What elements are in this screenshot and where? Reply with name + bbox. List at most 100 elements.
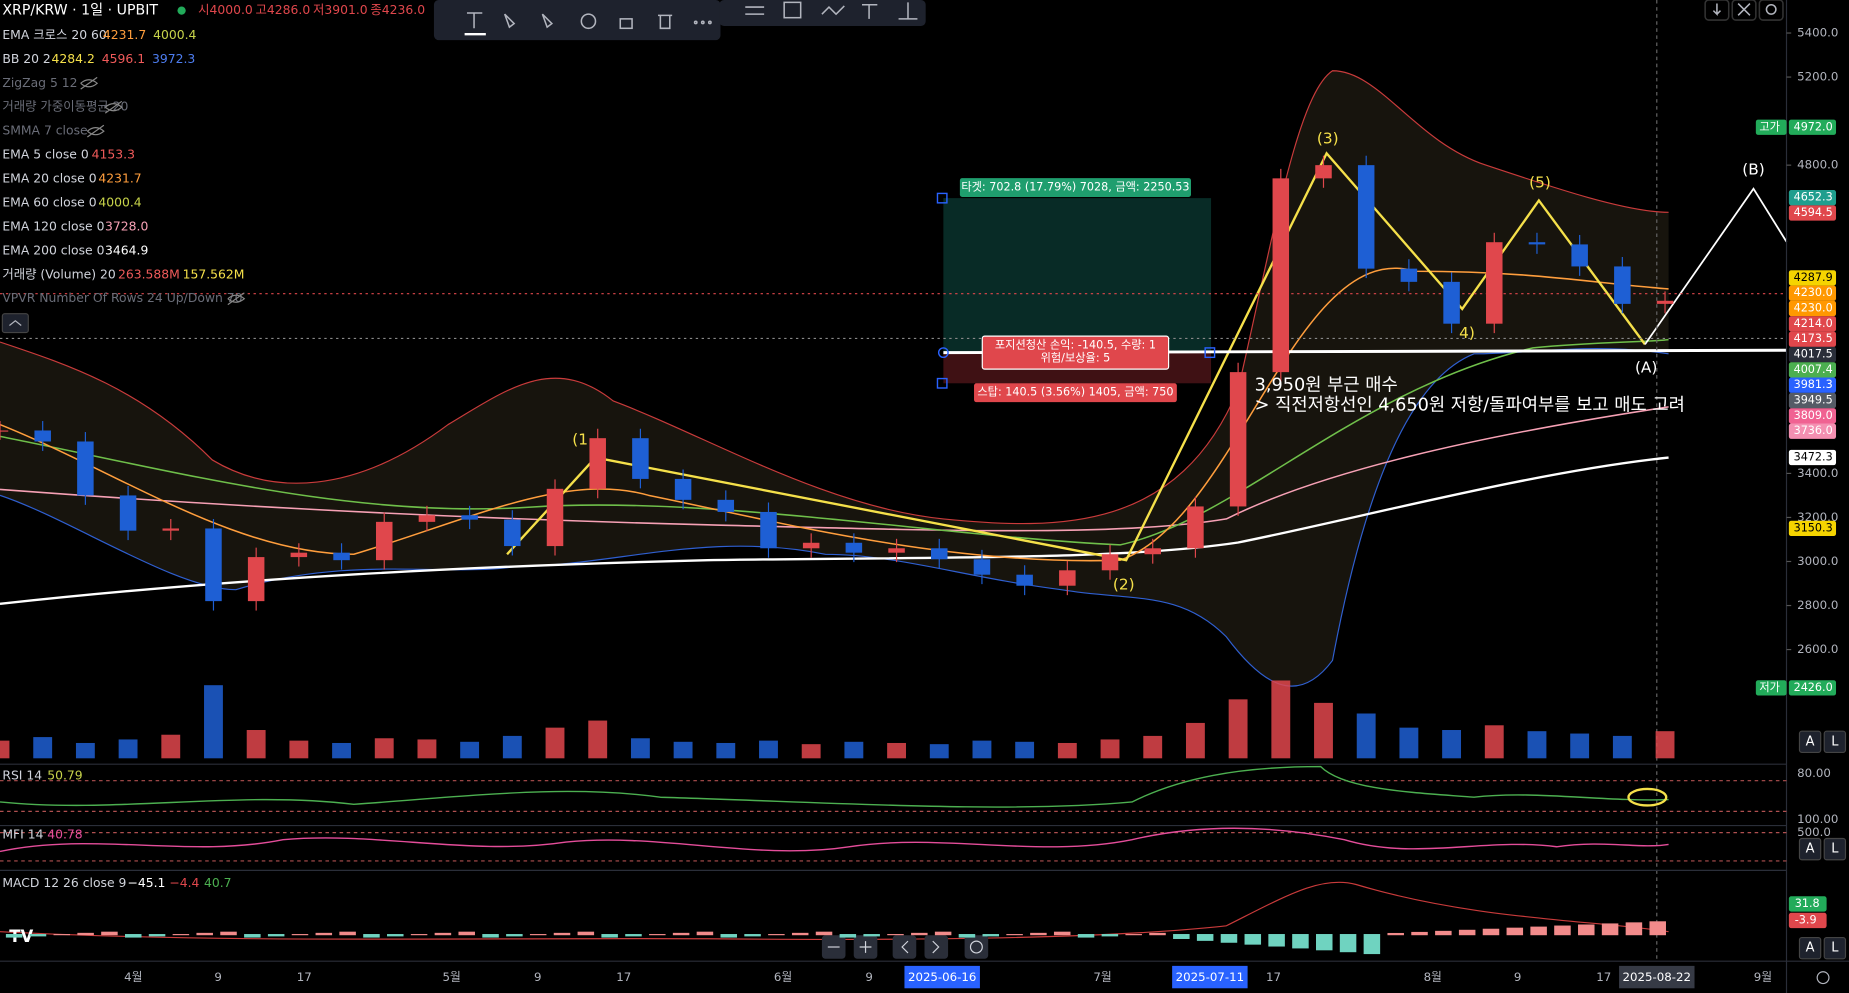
price-label-box (1788, 392, 1837, 409)
volume-bar (1143, 735, 1163, 759)
volume-bar (1015, 741, 1035, 759)
bb-upper (0, 70, 1669, 525)
pane-button[interactable] (1798, 936, 1822, 960)
macd-hist (124, 934, 142, 938)
pane-box (1788, 896, 1827, 912)
candle (205, 528, 222, 602)
volume-bar (887, 742, 906, 759)
price-label-box (1788, 408, 1837, 424)
macd-hist (1292, 934, 1309, 949)
price-tick-label: 3400.0 (1797, 466, 1838, 480)
macd-hist (196, 932, 213, 936)
legend-value: 4231.7 (103, 28, 146, 42)
volume-bar (1100, 739, 1120, 759)
volume-bar (1612, 735, 1632, 759)
macd-hist (458, 931, 475, 936)
macd-hist (649, 934, 666, 936)
volume-bar (502, 735, 522, 759)
time-label: 2025-06-16 (908, 970, 976, 984)
macd-hist (720, 934, 738, 938)
pane-button[interactable] (1823, 730, 1847, 754)
hidden-eye (104, 100, 123, 114)
ema-120 (0, 406, 1669, 532)
price-tick-label: 3200.0 (1797, 510, 1838, 524)
macd-hist (1173, 934, 1190, 939)
window-buttons[interactable] (1704, 0, 1784, 21)
volume-bar (1356, 713, 1376, 759)
collapse-legend[interactable] (1, 313, 29, 334)
volume-bar (673, 741, 693, 759)
time-label: 17 (616, 970, 631, 984)
volume-bar (929, 744, 949, 759)
mfi-line (0, 827, 1669, 853)
volume-bar (630, 738, 650, 759)
macd-hist (1006, 934, 1023, 936)
pane-button[interactable] (1798, 837, 1822, 861)
pane-button[interactable] (1798, 730, 1822, 754)
settings-icon[interactable] (1816, 971, 1830, 985)
candle (1187, 506, 1204, 549)
pane-button[interactable] (1823, 837, 1847, 861)
price-label: 2426.0 (1794, 681, 1833, 694)
macd-hist (1458, 929, 1476, 936)
candle (1101, 554, 1119, 571)
macd-hist (1625, 922, 1643, 936)
pane-value: −4.4 (169, 876, 199, 890)
price-label-box (1788, 190, 1837, 206)
candle (717, 499, 735, 512)
candle (1272, 178, 1290, 373)
drawing-toolbar[interactable] (433, 0, 721, 41)
candle (247, 557, 265, 602)
price-label-box (1788, 270, 1837, 286)
volume-bar (204, 685, 223, 759)
legend-value: 4153.3 (92, 148, 135, 162)
ohlc-value: 저3901.0 (313, 3, 368, 17)
candle (333, 552, 350, 561)
bb-lower (0, 347, 1669, 687)
macd-hist (339, 931, 356, 936)
volume-bar (1655, 731, 1675, 759)
handles (936, 192, 1216, 389)
stop-label: 스탑: 140.5 (3.56%) 1405, 금액: 750 (977, 386, 1173, 399)
legend-value: 4284.2 (52, 52, 95, 66)
target-label: 타겟: 702.8 (17.79%) 7028, 금액: 2250.53 (961, 181, 1189, 194)
pane-button[interactable] (1823, 936, 1847, 960)
pane-button-label: A (1806, 734, 1815, 749)
price-label-box (1788, 205, 1837, 221)
legend-value: 263.588M (118, 267, 180, 281)
time-label: 9 (865, 970, 872, 984)
ohlc-value: 시4000.0 (198, 3, 253, 17)
price-label: 3150.3 (1794, 521, 1833, 534)
zoom-controls[interactable] (821, 935, 989, 959)
macd-hist (1315, 934, 1333, 951)
macd-hist (267, 934, 285, 937)
candle (375, 521, 393, 561)
volume-bar (716, 742, 736, 759)
time-label: 17 (1596, 970, 1611, 984)
price-label-box (1788, 377, 1837, 393)
macd-hist (1506, 927, 1524, 936)
candle (760, 511, 777, 549)
toolbar-icons[interactable] (464, 1, 918, 36)
volume-bar (1057, 742, 1077, 759)
candle (461, 515, 478, 520)
macd-hist (1601, 923, 1619, 936)
candle (1144, 548, 1161, 555)
volume-bar (246, 730, 266, 759)
price-label-box (1788, 346, 1837, 363)
macd-hist (1554, 925, 1571, 936)
volume-bar (75, 742, 95, 759)
legend-name: 거래량 가중이동평균 20 (2, 100, 128, 114)
price-label: 3736.0 (1794, 424, 1833, 437)
volume-bar (801, 744, 821, 759)
candle (119, 495, 137, 531)
legend-name: EMA 크로스 20 60 (2, 28, 107, 42)
macd-hist (244, 934, 261, 938)
macd-hist (1482, 928, 1500, 936)
candle (632, 438, 649, 479)
wave-label: (1 (572, 430, 588, 448)
volume-bar (1271, 680, 1291, 759)
time-label: 17 (297, 970, 312, 984)
legend-name: BB 20 2 (2, 52, 50, 66)
